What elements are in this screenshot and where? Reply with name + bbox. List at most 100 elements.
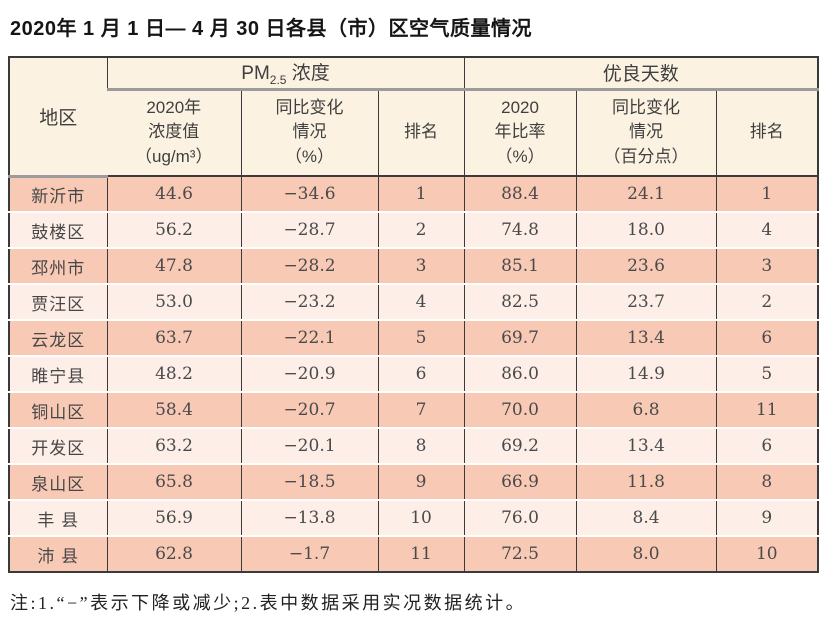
table-row: 贾汪区 53.0 −23.2 4 82.5 23.7 2 — [9, 284, 819, 321]
cell-good-ratio: 88.4 — [463, 176, 577, 213]
cell-region: 睢宁县 — [9, 356, 107, 393]
cell-good-change: 23.7 — [575, 284, 717, 321]
column-header-region: 地区 — [9, 57, 107, 178]
cell-region: 贾汪区 — [9, 284, 107, 321]
cell-pm-value: 63.7 — [106, 320, 241, 357]
table-row: 沛 县 62.8 −1.7 11 72.5 8.0 10 — [9, 536, 819, 572]
cell-good-rank: 5 — [715, 356, 819, 393]
cell-pm-value: 63.2 — [106, 428, 241, 465]
cell-pm-value: 58.4 — [106, 392, 241, 429]
column-header-pm-rank: 排名 — [377, 89, 465, 177]
cell-pm-change: −28.7 — [240, 212, 378, 249]
column-header-good-change: 同比变化 情况 （百分点） — [575, 89, 717, 177]
group-header-pm25: PM2.5 浓度 — [106, 57, 465, 91]
table-row: 云龙区 63.7 −22.1 5 69.7 13.4 6 — [9, 320, 819, 357]
cell-good-ratio: 76.0 — [463, 500, 577, 537]
table-row: 邳州市 47.8 −28.2 3 85.1 23.6 3 — [9, 248, 819, 285]
cell-good-rank: 4 — [715, 212, 819, 249]
group-header-good-days: 优良天数 — [463, 57, 819, 91]
cell-pm-value: 62.8 — [106, 536, 241, 572]
cell-good-rank: 11 — [715, 392, 819, 429]
cell-good-change: 24.1 — [575, 176, 717, 213]
cell-pm-rank: 7 — [377, 392, 465, 429]
cell-pm-value: 47.8 — [106, 248, 241, 285]
cell-pm-change: −13.8 — [240, 500, 378, 537]
cell-pm-rank: 4 — [377, 284, 465, 321]
table-row: 睢宁县 48.2 −20.9 6 86.0 14.9 5 — [9, 356, 819, 393]
cell-pm-rank: 3 — [377, 248, 465, 285]
cell-good-rank: 6 — [715, 320, 819, 357]
cell-pm-value: 44.6 — [106, 176, 241, 213]
cell-pm-rank: 11 — [377, 536, 465, 572]
cell-good-change: 14.9 — [575, 356, 717, 393]
table-header: 地区 PM2.5 浓度 优良天数 2020年 浓度值 （ug/m³） 同比变化 … — [9, 57, 819, 178]
cell-pm-rank: 8 — [377, 428, 465, 465]
column-header-good-rank: 排名 — [715, 89, 819, 177]
pm25-subscript: 2.5 — [269, 73, 287, 88]
cell-pm-change: −23.2 — [240, 284, 378, 321]
column-header-good-ratio: 2020 年比率 （%） — [463, 89, 577, 177]
cell-good-change: 8.0 — [575, 536, 717, 572]
pm25-prefix: PM — [241, 63, 270, 85]
cell-pm-change: −34.6 — [240, 176, 378, 213]
cell-good-change: 11.8 — [575, 464, 717, 501]
cell-good-change: 8.4 — [575, 500, 717, 537]
cell-good-change: 13.4 — [575, 320, 717, 357]
pm25-suffix: 浓度 — [286, 63, 330, 85]
cell-pm-rank: 6 — [377, 356, 465, 393]
cell-good-ratio: 82.5 — [463, 284, 577, 321]
cell-good-ratio: 72.5 — [463, 536, 577, 572]
cell-good-ratio: 85.1 — [463, 248, 577, 285]
cell-pm-change: −1.7 — [240, 536, 378, 572]
table-row: 鼓楼区 56.2 −28.7 2 74.8 18.0 4 — [9, 212, 819, 249]
cell-pm-change: −20.7 — [240, 392, 378, 429]
column-header-pm-value: 2020年 浓度值 （ug/m³） — [107, 89, 241, 177]
cell-good-ratio: 69.7 — [463, 320, 577, 357]
cell-pm-change: −18.5 — [240, 464, 378, 501]
cell-region: 铜山区 — [9, 392, 107, 429]
cell-pm-rank: 2 — [377, 212, 465, 249]
cell-pm-rank: 1 — [377, 176, 465, 213]
cell-good-ratio: 74.8 — [463, 212, 577, 249]
cell-good-change: 6.8 — [575, 392, 717, 429]
cell-pm-change: −20.9 — [240, 356, 378, 393]
cell-pm-rank: 9 — [377, 464, 465, 501]
cell-pm-change: −28.2 — [240, 248, 378, 285]
page-title: 2020年 1 月 1 日— 4 月 30 日各县（市）区空气质量情况 — [10, 18, 533, 40]
cell-good-rank: 9 — [715, 500, 819, 537]
cell-pm-value: 65.8 — [106, 464, 241, 501]
cell-good-ratio: 70.0 — [463, 392, 577, 429]
cell-region: 新沂市 — [9, 176, 107, 213]
cell-pm-change: −20.1 — [240, 428, 378, 465]
table-row: 铜山区 58.4 −20.7 7 70.0 6.8 11 — [9, 392, 819, 429]
cell-good-rank: 2 — [715, 284, 819, 321]
cell-region: 沛 县 — [37, 546, 80, 566]
cell-good-change: 18.0 — [575, 212, 717, 249]
cell-region: 丰 县 — [9, 500, 107, 537]
table-body: 新沂市 44.6 −34.6 1 88.4 24.1 1 鼓楼区 56.2 −2… — [9, 176, 819, 572]
cell-good-ratio: 86.0 — [463, 356, 577, 393]
cell-good-ratio: 66.9 — [463, 464, 577, 501]
cell-region: 鼓楼区 — [9, 212, 107, 249]
cell-region: 云龙区 — [9, 320, 107, 357]
cell-region: 邳州市 — [9, 248, 107, 285]
table-row: 开发区 63.2 −20.1 8 69.2 13.4 6 — [9, 428, 819, 465]
column-header-pm-change: 同比变化 情况 （%） — [240, 89, 378, 177]
cell-pm-value: 56.9 — [106, 500, 241, 537]
cell-good-rank: 8 — [715, 464, 819, 501]
cell-pm-rank: 5 — [377, 320, 465, 357]
cell-good-rank: 3 — [715, 248, 819, 285]
cell-good-rank: 6 — [715, 428, 819, 465]
cell-good-rank: 10 — [715, 536, 819, 572]
cell-pm-value: 53.0 — [106, 284, 241, 321]
cell-good-change: 23.6 — [575, 248, 717, 285]
cell-good-change: 13.4 — [575, 428, 717, 465]
cell-region: 开发区 — [9, 428, 107, 465]
air-quality-table: 地区 PM2.5 浓度 优良天数 2020年 浓度值 （ug/m³） 同比变化 … — [8, 56, 820, 573]
cell-pm-rank: 10 — [377, 500, 465, 537]
table-row: 丰 县 56.9 −13.8 10 76.0 8.4 9 — [9, 500, 819, 537]
cell-good-ratio: 69.2 — [463, 428, 577, 465]
sub-header-row: 2020年 浓度值 （ug/m³） 同比变化 情况 （%） 排名 2020 年比… — [9, 89, 819, 177]
cell-pm-value: 48.2 — [106, 356, 241, 393]
